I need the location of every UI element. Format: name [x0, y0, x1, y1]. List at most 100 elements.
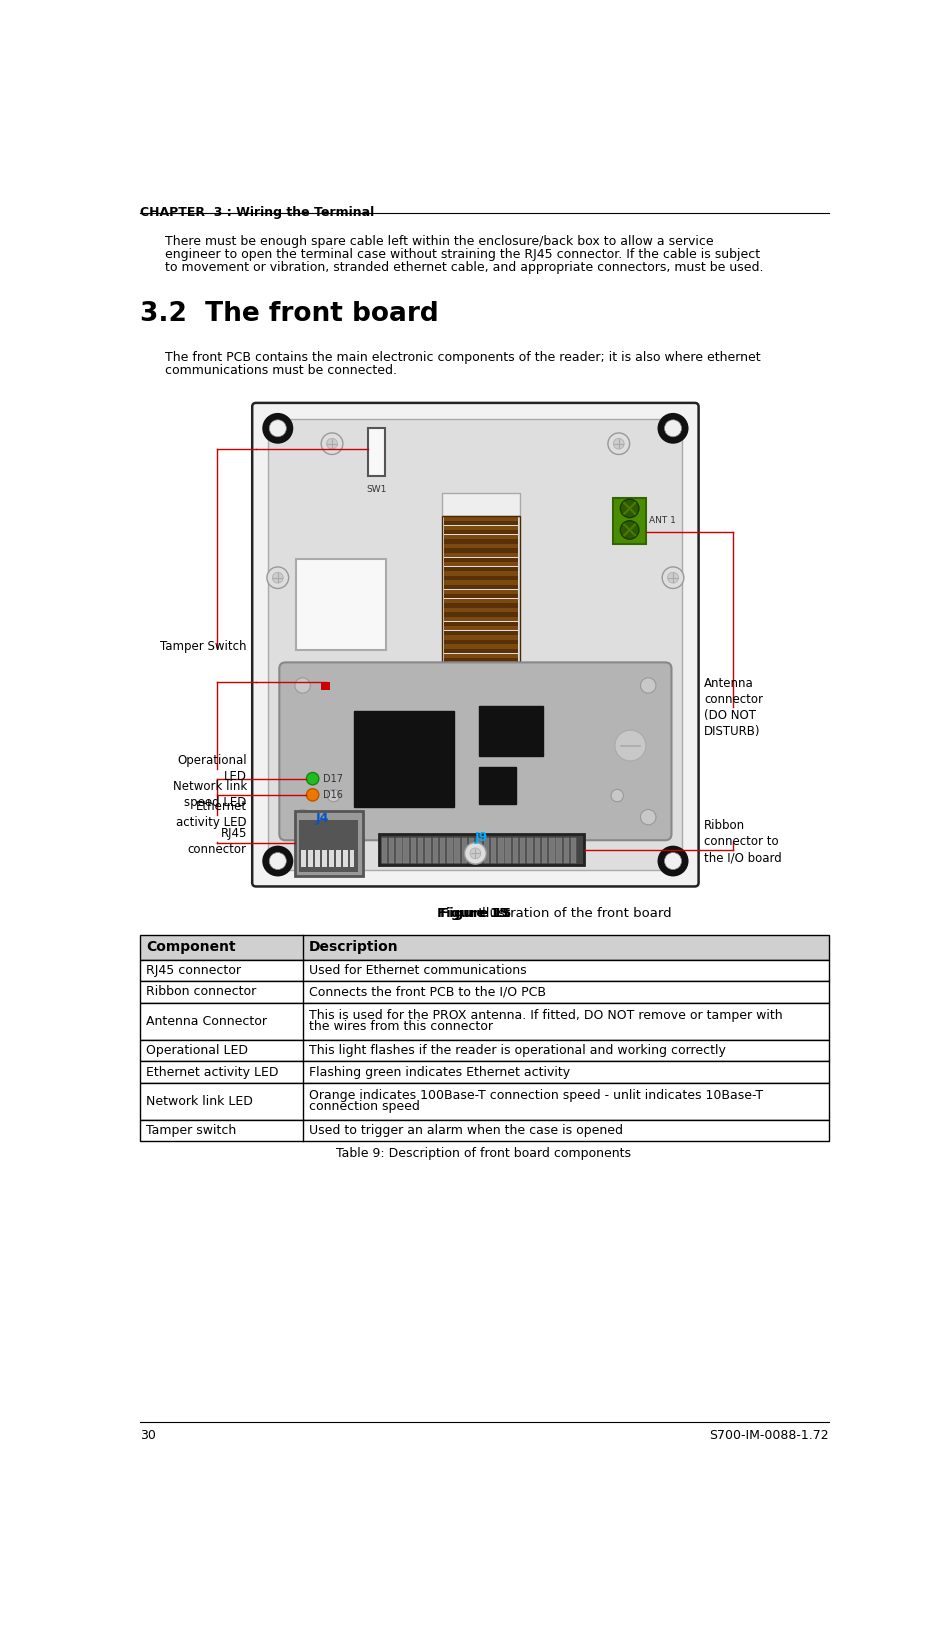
- Bar: [295, 811, 362, 876]
- Bar: [403, 838, 409, 863]
- Text: communications must be connected.: communications must be connected.: [164, 364, 396, 377]
- Bar: [443, 575, 517, 580]
- Bar: [541, 838, 547, 863]
- Bar: [534, 838, 539, 863]
- Bar: [443, 567, 517, 570]
- Text: Network link
speed LED: Network link speed LED: [173, 780, 246, 809]
- Bar: [443, 552, 517, 557]
- Text: 30: 30: [140, 1428, 156, 1441]
- Text: to movement or vibration, stranded ethernet cable, and appropriate connectors, m: to movement or vibration, stranded ether…: [164, 262, 763, 275]
- Bar: [443, 522, 517, 525]
- Circle shape: [615, 730, 645, 760]
- Bar: [443, 603, 517, 608]
- Text: Flashing green indicates Ethernet activity: Flashing green indicates Ethernet activi…: [309, 1066, 569, 1079]
- Bar: [443, 517, 517, 520]
- Bar: [447, 663, 514, 679]
- Text: Antenna
connector
(DO NOT
DISTURB): Antenna connector (DO NOT DISTURB): [703, 676, 762, 738]
- Bar: [443, 645, 517, 648]
- Circle shape: [666, 572, 678, 583]
- Bar: [140, 1082, 828, 1120]
- Bar: [443, 648, 517, 653]
- Bar: [479, 767, 516, 804]
- Bar: [442, 492, 519, 517]
- Bar: [322, 850, 327, 868]
- Bar: [425, 838, 430, 863]
- Bar: [443, 585, 517, 590]
- Text: Connects the front PCB to the I/O PCB: Connects the front PCB to the I/O PCB: [309, 985, 546, 998]
- Text: CHAPTER  3 : Wiring the Terminal: CHAPTER 3 : Wiring the Terminal: [140, 206, 374, 219]
- Bar: [308, 850, 312, 868]
- Text: Illustration of the front board: Illustration of the front board: [473, 907, 671, 920]
- Circle shape: [272, 572, 283, 583]
- Bar: [443, 622, 517, 626]
- Bar: [140, 1003, 828, 1040]
- Circle shape: [327, 439, 337, 449]
- Bar: [443, 549, 517, 552]
- Bar: [443, 590, 517, 593]
- Text: Description: Description: [309, 941, 398, 954]
- Circle shape: [607, 432, 629, 455]
- Bar: [443, 658, 517, 663]
- Text: RJ45 connector: RJ45 connector: [146, 964, 241, 977]
- Bar: [443, 540, 517, 543]
- Bar: [343, 850, 347, 868]
- Text: Orange indicates 100Base-T connection speed - unlit indicates 10Base-T: Orange indicates 100Base-T connection sp…: [309, 1089, 762, 1102]
- Bar: [479, 705, 542, 756]
- Bar: [564, 838, 568, 863]
- Text: Tamper switch: Tamper switch: [146, 1124, 236, 1138]
- Text: Component: Component: [146, 941, 235, 954]
- Circle shape: [266, 567, 288, 588]
- Bar: [443, 525, 517, 530]
- Bar: [505, 838, 511, 863]
- Bar: [329, 850, 333, 868]
- Bar: [483, 838, 489, 863]
- Text: Table 9: Description of front board components: Table 9: Description of front board comp…: [336, 1147, 631, 1160]
- Circle shape: [469, 848, 480, 858]
- Text: Operational LED: Operational LED: [146, 1043, 247, 1056]
- Circle shape: [295, 678, 310, 694]
- Bar: [367, 429, 384, 476]
- Text: This light flashes if the reader is operational and working correctly: This light flashes if the reader is oper…: [309, 1043, 725, 1056]
- Circle shape: [464, 843, 486, 864]
- FancyBboxPatch shape: [279, 663, 671, 840]
- Bar: [349, 850, 354, 868]
- Bar: [443, 595, 517, 598]
- Bar: [468, 838, 474, 863]
- Bar: [443, 544, 517, 548]
- Bar: [443, 557, 517, 562]
- Circle shape: [321, 432, 343, 455]
- Bar: [443, 613, 517, 616]
- Text: Ribbon connector: Ribbon connector: [146, 985, 256, 998]
- Bar: [140, 1040, 828, 1061]
- Bar: [321, 682, 330, 691]
- Circle shape: [611, 790, 623, 801]
- Bar: [411, 838, 415, 863]
- Circle shape: [306, 788, 318, 801]
- Bar: [490, 838, 496, 863]
- Bar: [440, 838, 445, 863]
- Bar: [443, 598, 517, 603]
- Text: the wires from this connector: the wires from this connector: [309, 1020, 492, 1034]
- Circle shape: [295, 809, 310, 826]
- Text: D16: D16: [323, 790, 343, 800]
- Text: engineer to open the terminal case without straining the RJ45 connector. If the : engineer to open the terminal case witho…: [164, 249, 759, 262]
- Bar: [443, 608, 517, 613]
- Bar: [396, 838, 401, 863]
- Bar: [443, 653, 517, 658]
- Text: connection speed: connection speed: [309, 1100, 419, 1113]
- Bar: [353, 710, 454, 808]
- Bar: [548, 838, 554, 863]
- Bar: [443, 635, 517, 640]
- Bar: [443, 626, 517, 630]
- Text: J4: J4: [315, 812, 329, 826]
- Bar: [443, 580, 517, 585]
- Bar: [570, 838, 576, 863]
- Bar: [443, 530, 517, 535]
- Bar: [497, 838, 503, 863]
- Circle shape: [306, 772, 318, 785]
- Circle shape: [262, 413, 293, 444]
- Bar: [140, 982, 828, 1003]
- Circle shape: [327, 790, 340, 801]
- Bar: [527, 838, 532, 863]
- Bar: [381, 838, 387, 863]
